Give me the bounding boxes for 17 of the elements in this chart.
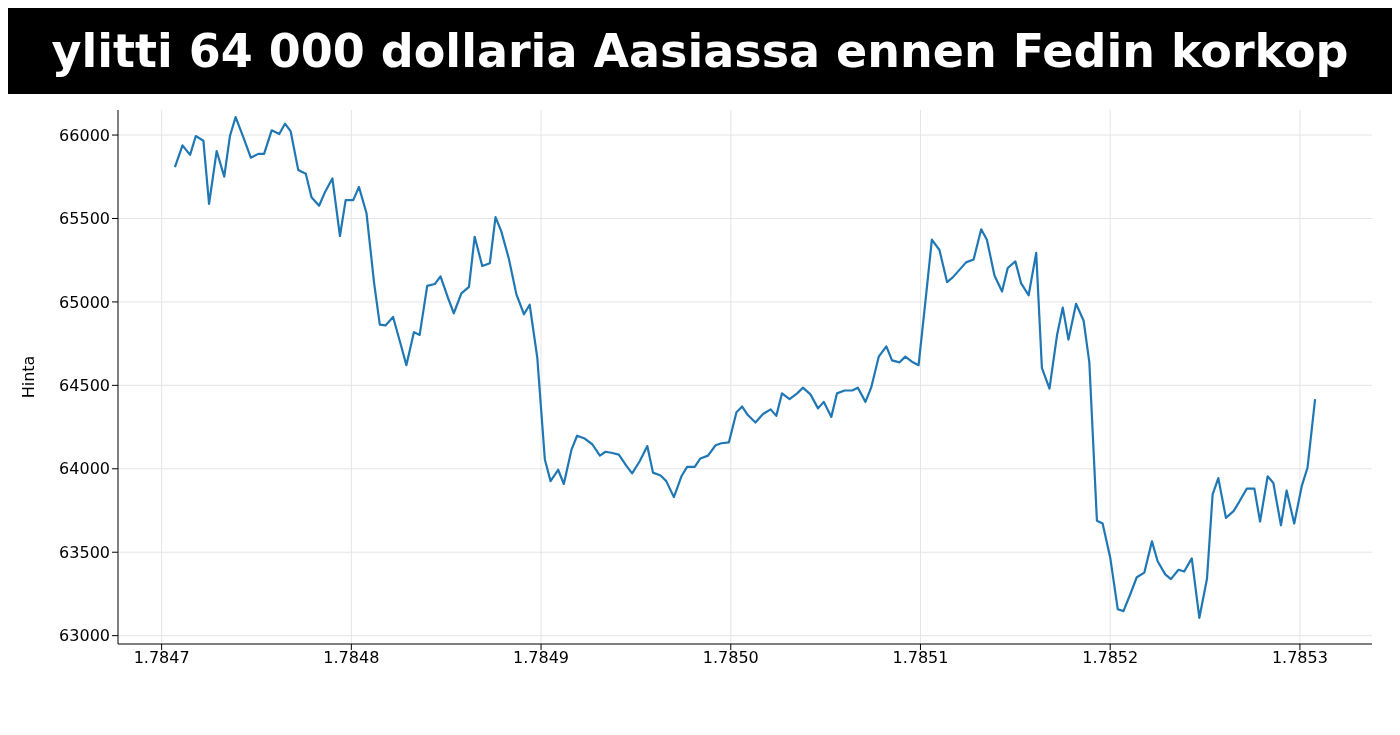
y-tick-label: 65000	[59, 292, 110, 312]
x-tick-label: 1.7851	[892, 648, 949, 668]
x-tick-label: 1.7848	[323, 648, 380, 668]
chart-title: ylitti 64 000 dollaria Aasiassa ennen Fedin korkop	[8, 8, 1392, 94]
x-tick-label: 1.7849	[513, 648, 570, 668]
x-tick-label: 1.7850	[702, 648, 759, 668]
x-tick-label: 1.7847	[133, 648, 190, 668]
x-tick-label: 1.7852	[1082, 648, 1139, 668]
y-tick-label: 64500	[59, 376, 110, 396]
y-axis-title: Hinta	[18, 355, 38, 399]
y-tick-label: 64000	[59, 459, 110, 479]
y-tick-label: 63500	[59, 542, 110, 562]
line-series	[173, 116, 1317, 619]
y-tick-label: 66000	[59, 125, 110, 145]
y-tick-label: 65500	[59, 209, 110, 229]
x-tick-label: 1.7853	[1271, 648, 1328, 668]
y-tick-label: 63000	[59, 626, 110, 646]
